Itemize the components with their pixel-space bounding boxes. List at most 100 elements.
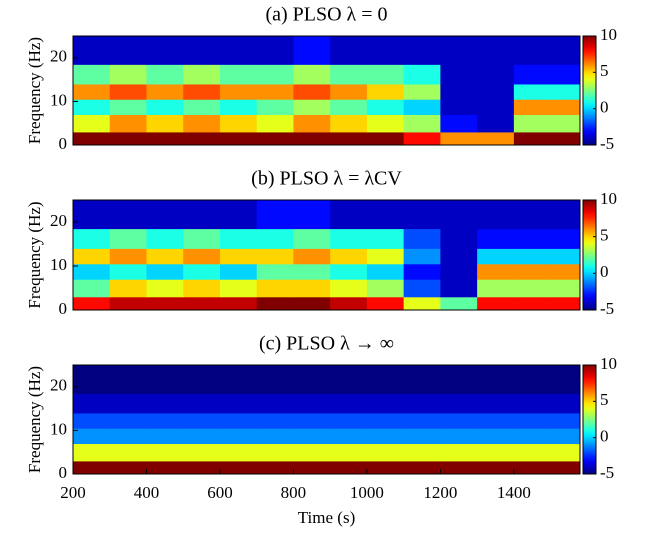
heat-cell <box>550 296 580 310</box>
heat-cell <box>440 412 478 429</box>
heat-cell <box>146 296 184 310</box>
heat-cell <box>366 412 405 429</box>
heat-cell <box>513 200 552 230</box>
heat-cell <box>293 228 331 249</box>
heat-cell <box>403 200 441 230</box>
heat-cell <box>109 114 147 133</box>
heat-cell <box>146 64 184 85</box>
y-tick-label: 10 <box>50 90 67 109</box>
heat-cell <box>330 279 368 298</box>
heat-cell <box>256 36 294 65</box>
heat-cell <box>440 228 478 249</box>
heat-cell <box>477 83 515 100</box>
heat-cell <box>73 393 111 414</box>
heat-cell <box>550 64 580 85</box>
heat-cell <box>73 36 111 65</box>
heat-cell <box>403 83 441 100</box>
heat-cell <box>219 279 258 298</box>
colorbar-tick-label: 5 <box>600 61 609 80</box>
heat-cell <box>403 99 441 115</box>
heat-cell <box>477 64 515 85</box>
heat-cell <box>219 263 258 280</box>
heat-cell <box>219 443 258 462</box>
heat-cell <box>109 83 147 100</box>
heat-cell <box>109 365 147 394</box>
heat-cell <box>219 428 258 444</box>
heat-cell <box>146 248 184 265</box>
heat-cell <box>366 99 405 115</box>
heat-cell <box>403 460 441 474</box>
heat-cell <box>513 228 552 249</box>
colorbar <box>582 199 597 311</box>
heat-cell <box>366 36 405 65</box>
heat-cell <box>183 83 221 100</box>
heat-cell <box>146 263 184 280</box>
heat-cell <box>73 200 111 230</box>
heat-cell <box>73 114 111 133</box>
heat-cell <box>146 83 184 100</box>
heat-cell <box>256 99 294 115</box>
heat-cell <box>550 263 580 280</box>
heat-cell <box>183 460 221 474</box>
heat-cell <box>366 428 405 444</box>
heat-cell <box>73 83 111 100</box>
heat-cell <box>219 131 258 145</box>
heat-cell <box>550 443 580 462</box>
heat-cell <box>550 200 580 230</box>
colorbar-tick-label: 0 <box>600 98 609 117</box>
heat-cell <box>513 279 552 298</box>
heat-cell <box>513 428 552 444</box>
heat-cell <box>183 412 221 429</box>
heat-cell <box>146 443 184 462</box>
heat-cell <box>219 83 258 100</box>
heat-cell <box>293 131 331 145</box>
heat-cell <box>477 296 515 310</box>
colorbar <box>582 364 597 475</box>
heat-cell <box>256 460 294 474</box>
heatmap <box>73 365 580 474</box>
heat-cell <box>366 228 405 249</box>
x-tick-label: 200 <box>60 483 86 502</box>
heat-cell <box>440 114 478 133</box>
heat-cell <box>403 296 441 310</box>
heat-cell <box>366 365 405 394</box>
heat-cell <box>366 443 405 462</box>
heat-cell <box>219 365 258 394</box>
heat-cell <box>403 64 441 85</box>
heat-cell <box>330 412 368 429</box>
heat-cell <box>256 83 294 100</box>
y-tick-label: 10 <box>50 419 67 438</box>
heat-cell <box>550 365 580 394</box>
heat-cell <box>477 263 515 280</box>
heat-cell <box>366 248 405 265</box>
heat-cell <box>219 412 258 429</box>
heat-cell <box>513 131 552 145</box>
x-axis-label: Time (s) <box>298 508 355 527</box>
heat-cell <box>219 460 258 474</box>
heat-cell <box>73 365 111 394</box>
heat-cell <box>293 460 331 474</box>
heat-cell <box>146 460 184 474</box>
x-tick-label: 400 <box>134 483 160 502</box>
heat-cell <box>219 296 258 310</box>
heat-cell <box>513 114 552 133</box>
heat-cell <box>183 443 221 462</box>
heat-cell <box>256 393 294 414</box>
heat-cell <box>440 263 478 280</box>
heat-cell <box>146 99 184 115</box>
heat-cell <box>73 228 111 249</box>
colorbar-tick-label: 5 <box>600 390 609 409</box>
heat-cell <box>440 36 478 65</box>
heat-cell <box>109 393 147 414</box>
x-tick-label: 1000 <box>350 483 384 502</box>
colorbar-tick-label: 10 <box>600 25 617 44</box>
heat-cell <box>109 460 147 474</box>
heat-cell <box>550 36 580 65</box>
heat-cell <box>513 36 552 65</box>
y-tick-label: 10 <box>50 255 67 274</box>
heat-cell <box>256 200 294 230</box>
heat-cell <box>366 114 405 133</box>
plot-frame <box>72 35 581 146</box>
heat-cell <box>109 263 147 280</box>
